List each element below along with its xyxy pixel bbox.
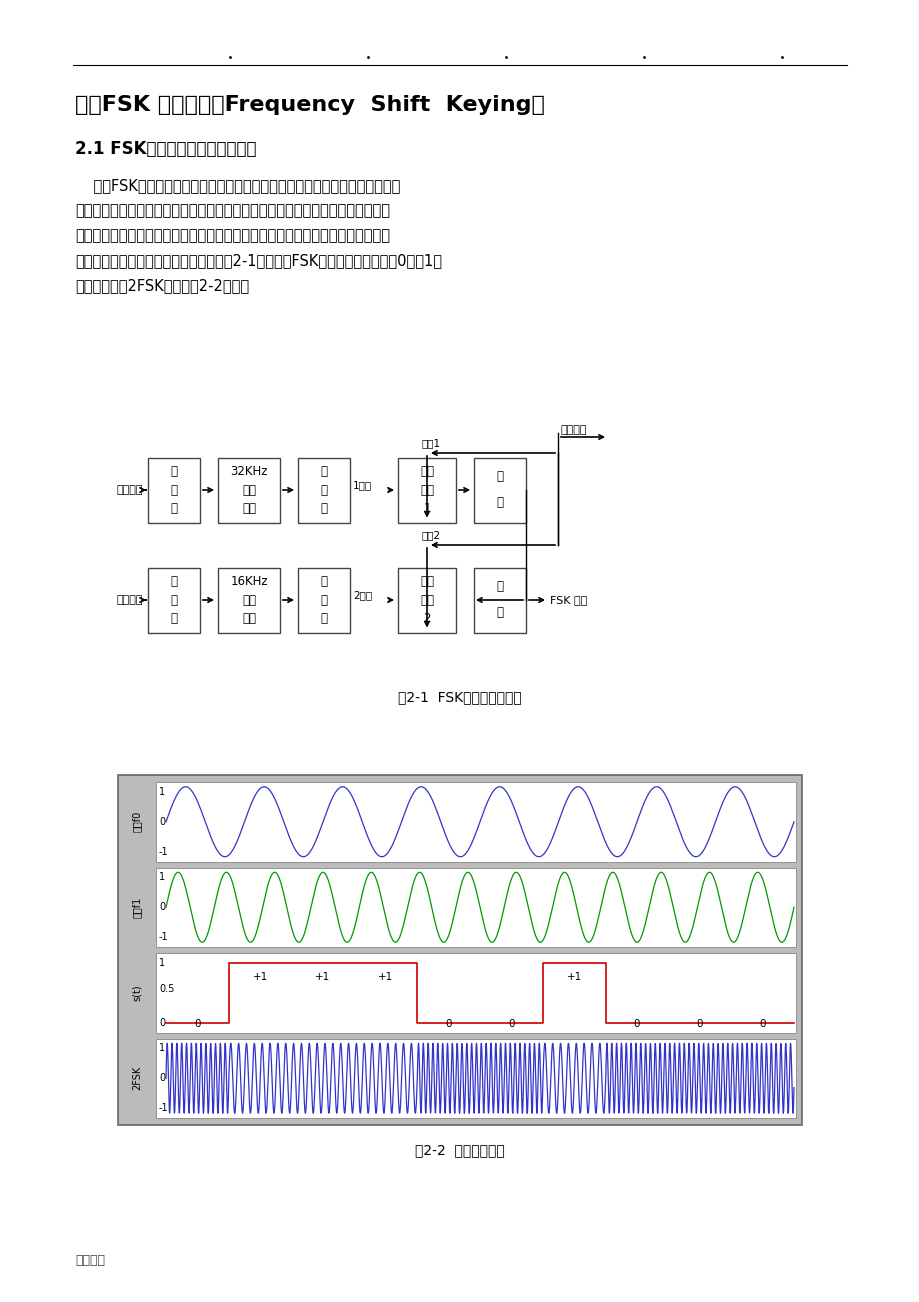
- Bar: [218, 568, 279, 633]
- Bar: [118, 775, 801, 1125]
- Text: 随: 随: [320, 594, 327, 607]
- Text: 32KHz: 32KHz: [230, 465, 267, 478]
- Text: 1: 1: [159, 872, 165, 881]
- Text: 滤波: 滤波: [242, 612, 255, 625]
- Text: 1: 1: [159, 786, 165, 797]
- Text: 0: 0: [696, 1019, 702, 1029]
- Text: +1: +1: [253, 973, 267, 982]
- Text: 0: 0: [159, 902, 165, 913]
- Bar: [298, 568, 349, 633]
- Text: 0: 0: [194, 1019, 200, 1029]
- Text: 器: 器: [170, 503, 177, 516]
- Text: 0.5: 0.5: [159, 984, 175, 993]
- Text: 滤波: 滤波: [242, 503, 255, 516]
- Text: 射: 射: [170, 575, 177, 589]
- Text: 射: 射: [170, 465, 177, 478]
- Text: 选频: 选频: [242, 483, 255, 496]
- Text: 相: 相: [496, 496, 503, 509]
- Text: 射: 射: [320, 465, 327, 478]
- Bar: [148, 457, 199, 522]
- Text: 图2-2  调制后波形图: 图2-2 调制后波形图: [414, 1143, 505, 1157]
- Text: 16KHz: 16KHz: [230, 575, 267, 589]
- Text: 0: 0: [633, 1019, 640, 1029]
- Text: 选频: 选频: [242, 594, 255, 607]
- Text: 图2-1  FSK信号调制原理图: 图2-1 FSK信号调制原理图: [398, 690, 521, 704]
- Text: 载频二入: 载频二入: [117, 595, 142, 605]
- Text: 频率的变化来实现信号的识别，原理如图2-1所示。在FSK中传送的信号只有。0和。1两: 频率的变化来实现信号的识别，原理如图2-1所示。在FSK中传送的信号只有。0和。…: [75, 253, 441, 268]
- Text: 个。输出后的2FSK波形如图2-2所示。: 个。输出后的2FSK波形如图2-2所示。: [75, 279, 249, 293]
- Text: 控制1: 控制1: [422, 437, 440, 448]
- Text: 载频一入: 载频一入: [117, 486, 142, 495]
- Text: 模拟: 模拟: [420, 575, 434, 589]
- Text: +1: +1: [378, 973, 393, 982]
- Text: 加: 加: [496, 607, 503, 620]
- Text: 控制2: 控制2: [422, 530, 440, 540]
- Text: 0: 0: [159, 1073, 165, 1083]
- Text: 2FSK: 2FSK: [131, 1066, 142, 1090]
- Text: 0: 0: [445, 1019, 451, 1029]
- Text: 器: 器: [320, 612, 327, 625]
- Text: FSK 输出: FSK 输出: [550, 595, 586, 605]
- Text: 1路入: 1路入: [353, 480, 371, 490]
- Text: 开关: 开关: [420, 483, 434, 496]
- Text: 0: 0: [159, 1018, 165, 1029]
- Bar: [398, 457, 456, 522]
- Text: 所谓FSK就是用数字信号去调制载波频率，是数字信号传输中用的最早的一种: 所谓FSK就是用数字信号去调制载波频率，是数字信号传输中用的最早的一种: [75, 178, 400, 193]
- Text: -1: -1: [159, 932, 168, 943]
- Bar: [156, 953, 795, 1032]
- Text: 2.1 FSK频移键控及信号产生原理: 2.1 FSK频移键控及信号产生原理: [75, 141, 256, 158]
- Text: 模拟: 模拟: [420, 465, 434, 478]
- Bar: [148, 568, 199, 633]
- Bar: [398, 568, 456, 633]
- Bar: [473, 568, 526, 633]
- Text: 随: 随: [170, 594, 177, 607]
- Text: 二、FSK 频移键控（Frequency  Shift  Keying）: 二、FSK 频移键控（Frequency Shift Keying）: [75, 95, 544, 115]
- Text: 射: 射: [320, 575, 327, 589]
- Text: 开关: 开关: [420, 594, 434, 607]
- Text: 随: 随: [320, 483, 327, 496]
- Bar: [156, 783, 795, 862]
- Text: +1: +1: [566, 973, 581, 982]
- Bar: [218, 457, 279, 522]
- Text: -1: -1: [159, 848, 168, 857]
- Text: 倒: 倒: [496, 470, 503, 483]
- Text: 载频f1: 载频f1: [131, 897, 142, 918]
- Text: -1: -1: [159, 1104, 168, 1113]
- Text: 调制方式。此方式实现起来比较容易，抗噪声和抗衰减性能好，稳定可靠，是中低: 调制方式。此方式实现起来比较容易，抗噪声和抗衰减性能好，稳定可靠，是中低: [75, 203, 390, 217]
- Text: +1: +1: [315, 973, 330, 982]
- Bar: [156, 867, 795, 947]
- Text: s(t): s(t): [131, 984, 142, 1001]
- Text: 0: 0: [159, 816, 165, 827]
- Text: 1: 1: [423, 503, 430, 516]
- Bar: [156, 1039, 795, 1118]
- Text: 2路入: 2路入: [353, 590, 371, 600]
- Text: 速数据传输最佳选择。频移就是把振幅、相位作为常量，而把频率作为变量，通过: 速数据传输最佳选择。频移就是把振幅、相位作为常量，而把频率作为变量，通过: [75, 228, 390, 243]
- Text: 载频f0: 载频f0: [131, 811, 142, 832]
- Text: 器: 器: [170, 612, 177, 625]
- Text: 0: 0: [758, 1019, 765, 1029]
- Text: 0: 0: [507, 1019, 514, 1029]
- Bar: [298, 457, 349, 522]
- Text: 信码输入: 信码输入: [561, 424, 587, 435]
- Bar: [473, 457, 526, 522]
- Text: 1: 1: [159, 957, 165, 967]
- Text: 相: 相: [496, 581, 503, 594]
- Text: 学习参考: 学习参考: [75, 1254, 105, 1267]
- Text: 器: 器: [320, 503, 327, 516]
- Text: 1: 1: [159, 1043, 165, 1053]
- Text: 2: 2: [423, 612, 430, 625]
- Text: 随: 随: [170, 483, 177, 496]
